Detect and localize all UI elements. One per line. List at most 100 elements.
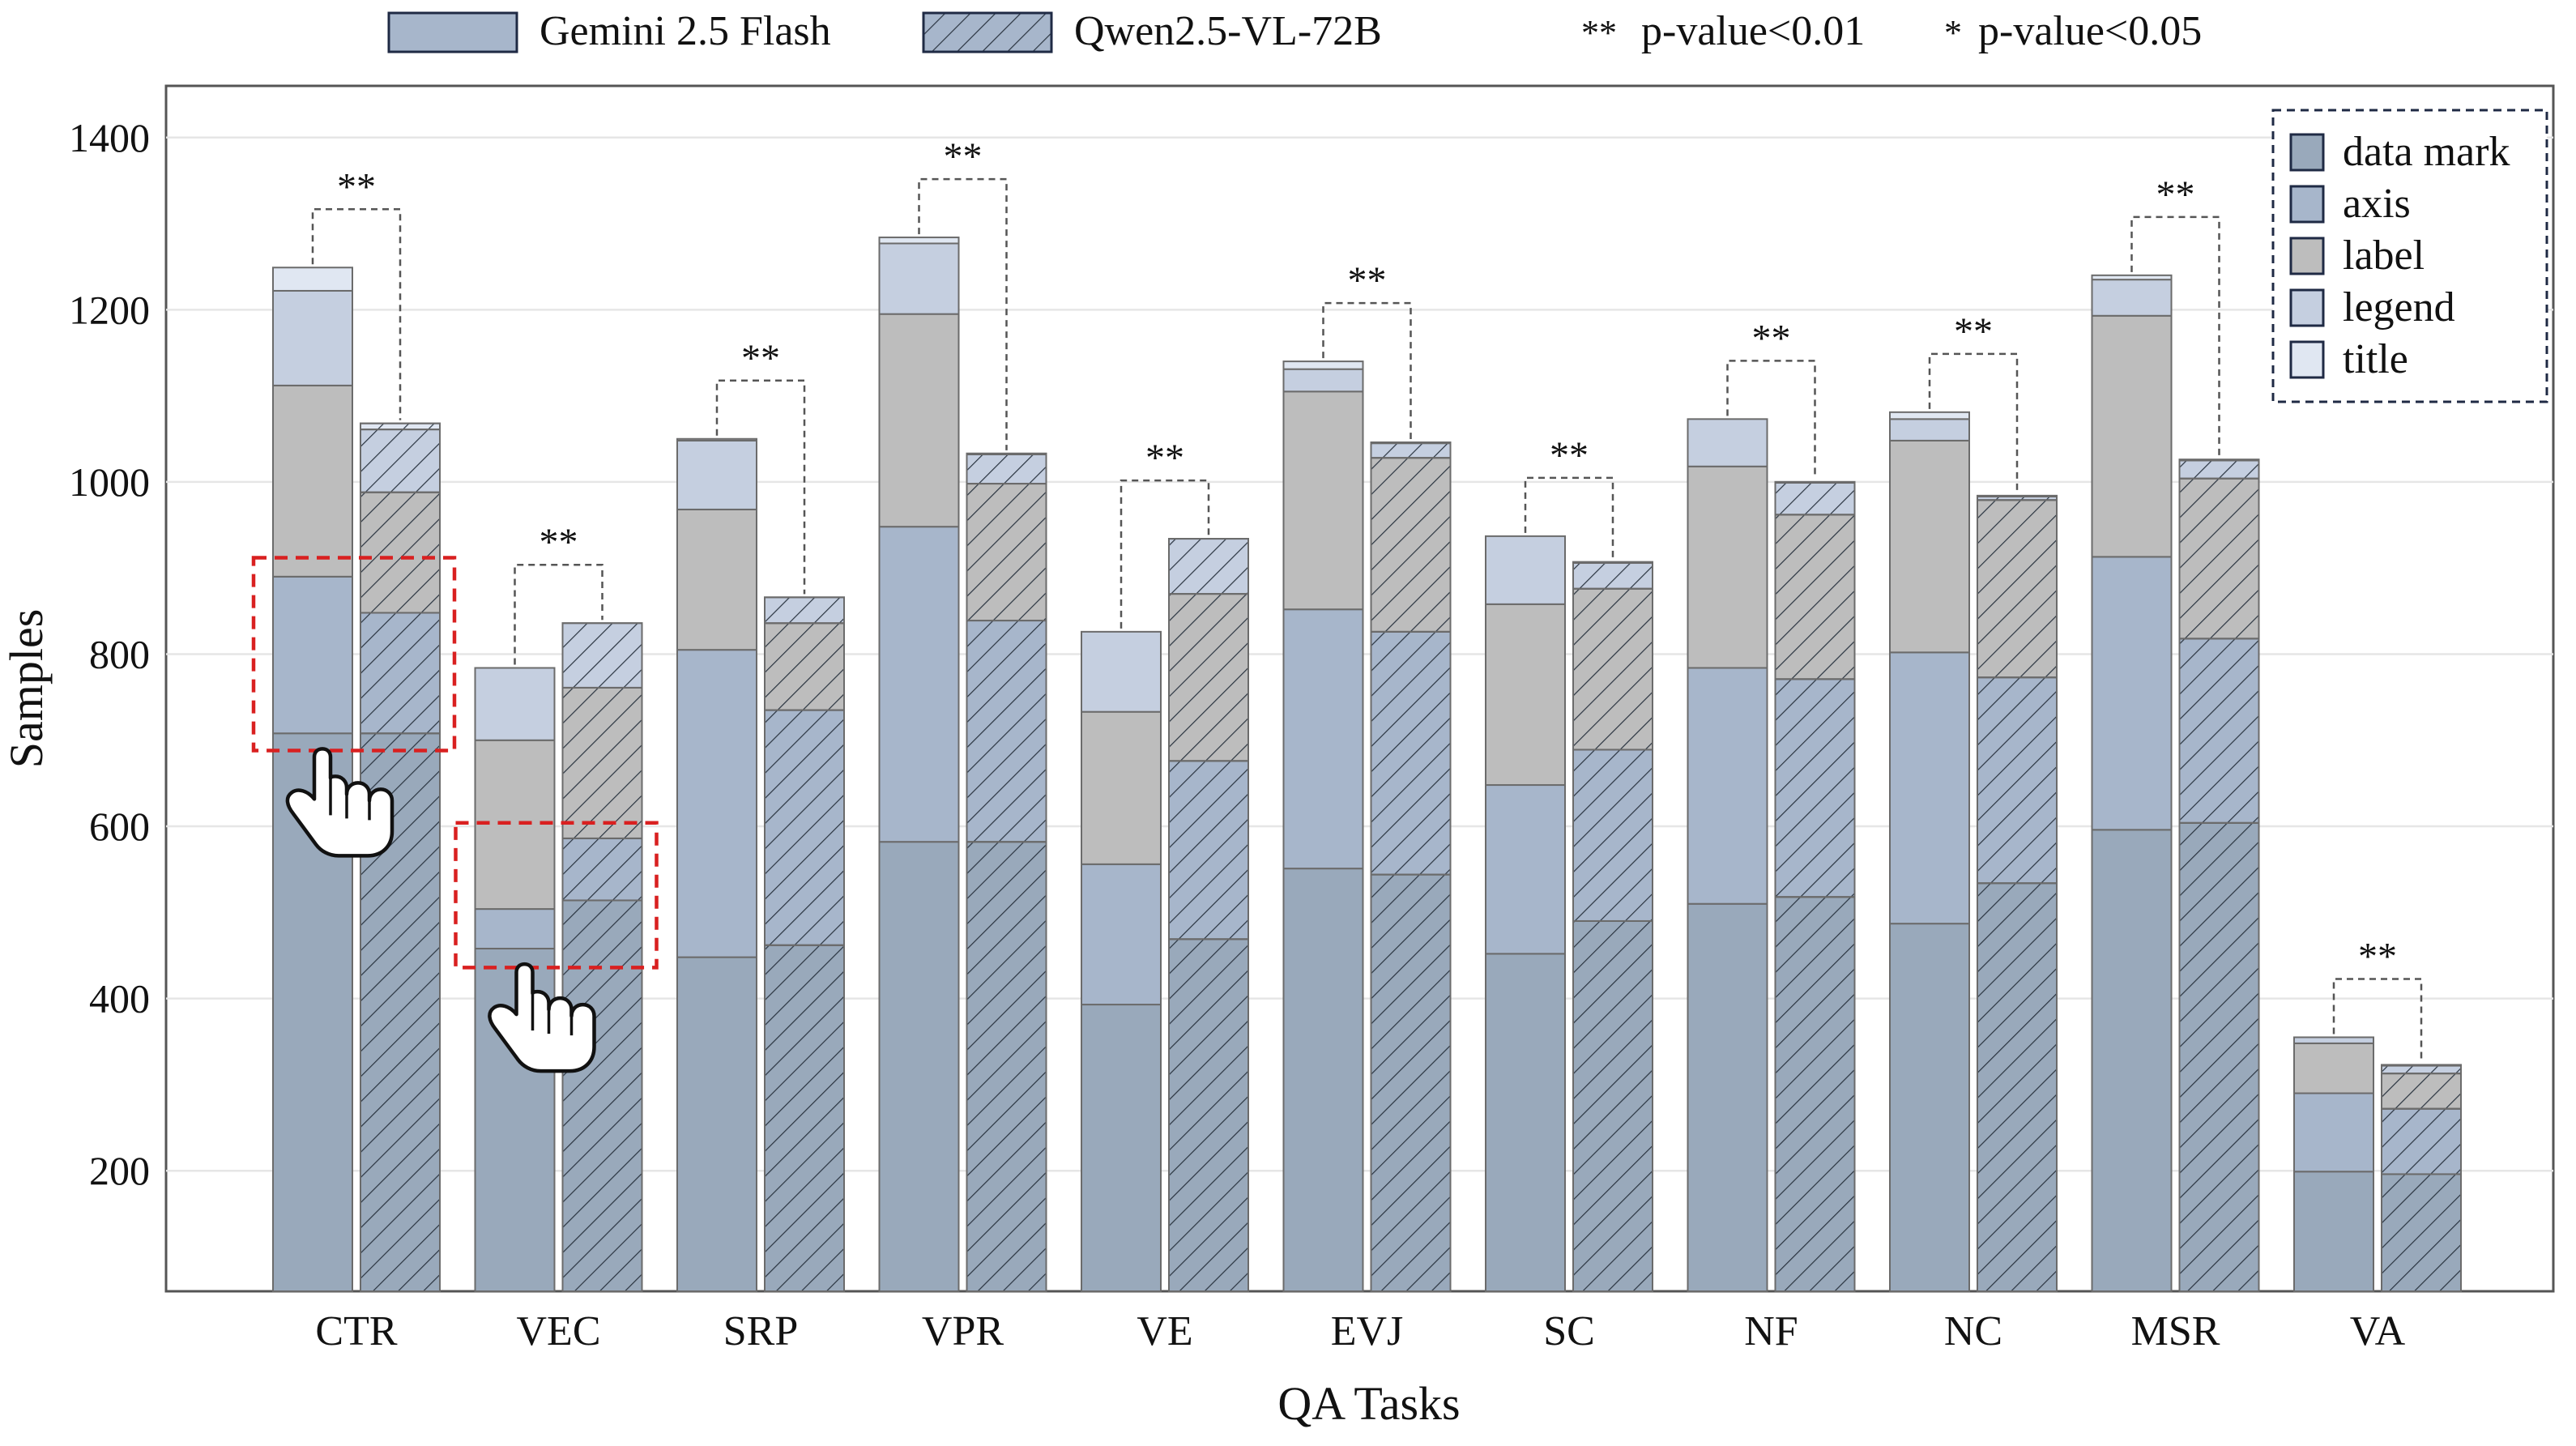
hatch-nf-label bbox=[1774, 514, 1856, 680]
significance-bracket-sc bbox=[1524, 476, 1614, 559]
bar-evj-gemini-2-5-flash-label bbox=[1282, 390, 1364, 611]
hatch-srp-axis bbox=[764, 709, 845, 946]
hatch-nf-legend bbox=[1774, 481, 1856, 516]
hatch-va-label bbox=[2381, 1073, 2462, 1110]
bar-ve-gemini-2-5-flash-data-mark bbox=[1081, 1004, 1162, 1293]
legend-label-title: title bbox=[2343, 336, 2408, 382]
hatch-nf-axis bbox=[1774, 678, 1856, 898]
x-tick-label-ve: VE bbox=[1137, 1308, 1192, 1354]
x-tick-label-va: VA bbox=[2350, 1308, 2406, 1354]
x-tick-label-msr: MSR bbox=[2131, 1308, 2220, 1354]
bar-msr-gemini-2-5-flash-legend bbox=[2091, 279, 2173, 317]
bar-vpr-gemini-2-5-flash-label bbox=[878, 313, 960, 528]
significance-mark-vec: ** bbox=[540, 521, 578, 564]
significance-mark-ctr: ** bbox=[337, 165, 376, 208]
y-axis-label: Samples bbox=[0, 609, 53, 769]
significance-bracket-msr bbox=[2130, 215, 2220, 457]
significance-mark-nf: ** bbox=[1752, 317, 1791, 360]
hatch-srp-legend bbox=[764, 596, 845, 625]
legend-sig-symbol-0: ** bbox=[1581, 13, 1617, 53]
legend-swatch-gemini-2-5-flash bbox=[387, 11, 518, 53]
bar-nf-gemini-2-5-flash-data-mark bbox=[1687, 902, 1768, 1292]
legend-label-qwen2-5-vl-72b: Qwen2.5-VL-72B bbox=[1074, 8, 1382, 54]
hatch-evj-legend bbox=[1370, 442, 1452, 459]
significance-bracket-nf bbox=[1726, 360, 1816, 479]
y-tick-label-1200: 1200 bbox=[69, 287, 150, 332]
bar-vpr-gemini-2-5-flash-title bbox=[878, 237, 960, 245]
bar-vec-gemini-2-5-flash-axis bbox=[474, 908, 556, 949]
bar-nc-gemini-2-5-flash-label bbox=[1889, 439, 1970, 654]
hatch-nc-label bbox=[1977, 499, 2058, 679]
hatch-ctr-label bbox=[360, 491, 441, 614]
hand-pointer-icon bbox=[285, 747, 395, 858]
hatch-sc-legend bbox=[1572, 561, 1653, 590]
hatch-srp-data-mark bbox=[764, 944, 845, 1293]
y-tick-label-600: 600 bbox=[89, 804, 150, 849]
bar-ve-gemini-2-5-flash-legend bbox=[1081, 630, 1162, 713]
bar-msr-gemini-2-5-flash-label bbox=[2091, 314, 2173, 558]
hatch-msr-data-mark bbox=[2178, 821, 2260, 1292]
bar-sc-gemini-2-5-flash-data-mark bbox=[1485, 953, 1566, 1292]
bar-sc-gemini-2-5-flash-label bbox=[1485, 603, 1566, 787]
legend-swatch-label bbox=[2289, 237, 2325, 275]
significance-mark-sc: ** bbox=[1550, 434, 1589, 477]
significance-mark-nc: ** bbox=[1954, 310, 1993, 353]
bar-nf-gemini-2-5-flash-axis bbox=[1687, 667, 1768, 905]
x-tick-label-nf: NF bbox=[1744, 1308, 1798, 1354]
bar-nf-gemini-2-5-flash-legend bbox=[1687, 418, 1768, 467]
bar-vpr-gemini-2-5-flash-legend bbox=[878, 242, 960, 315]
hatch-nc-title bbox=[1977, 494, 2058, 497]
hatch-msr-legend bbox=[2178, 459, 2260, 480]
hatch-msr-label bbox=[2178, 477, 2260, 640]
hatch-evj-label bbox=[1370, 457, 1452, 633]
bar-evj-gemini-2-5-flash-title bbox=[1282, 360, 1364, 370]
y-axis-ticks: 200 400 600 800 1000 1200 1400 bbox=[69, 115, 150, 1193]
hatch-vec-axis bbox=[561, 837, 643, 902]
bar-srp-gemini-2-5-flash-legend bbox=[676, 439, 757, 510]
hatch-ctr-legend bbox=[360, 429, 441, 493]
hatch-evj-data-mark bbox=[1370, 873, 1452, 1292]
x-tick-label-vpr: VPR bbox=[922, 1308, 1004, 1354]
bar-msr-gemini-2-5-flash-data-mark bbox=[2091, 829, 2173, 1292]
significance-mark-evj: ** bbox=[1348, 259, 1387, 302]
bar-srp-gemini-2-5-flash-label bbox=[676, 508, 757, 651]
hatch-sc-title bbox=[1572, 561, 1653, 564]
hatch-evj-axis bbox=[1370, 630, 1452, 876]
annotations-layer bbox=[251, 556, 659, 1073]
significance-mark-vpr: ** bbox=[944, 135, 983, 178]
hatch-sc-data-mark bbox=[1572, 919, 1653, 1292]
hatch-vec-label bbox=[561, 686, 643, 839]
bar-nc-gemini-2-5-flash-data-mark bbox=[1889, 923, 1970, 1293]
hatch-ctr-title bbox=[360, 422, 441, 431]
hatch-va-axis bbox=[2381, 1107, 2462, 1175]
hatch-vpr-label bbox=[966, 483, 1047, 622]
legend-significance: ** p-value<0.01 * p-value<0.05 bbox=[1581, 8, 2202, 54]
significance-mark-ve: ** bbox=[1145, 437, 1184, 480]
legend-label-data-mark: data mark bbox=[2343, 129, 2510, 175]
significance-mark-va: ** bbox=[2358, 935, 2397, 978]
significance-bracket-srp bbox=[715, 379, 806, 595]
highlight-box-vec bbox=[454, 821, 659, 970]
highlight-box-ctr bbox=[251, 556, 457, 753]
bar-nc-gemini-2-5-flash-axis bbox=[1889, 651, 1970, 925]
hatch-va-title bbox=[2381, 1064, 2462, 1067]
x-tick-label-srp: SRP bbox=[723, 1308, 799, 1354]
hatch-ve-legend bbox=[1168, 538, 1249, 595]
significance-bracket-nc bbox=[1928, 352, 2019, 493]
hatch-srp-label bbox=[764, 622, 845, 711]
x-axis-label: QA Tasks bbox=[1277, 1377, 1460, 1430]
hatch-sc-label bbox=[1572, 587, 1653, 751]
bar-ctr-gemini-2-5-flash-label bbox=[272, 384, 353, 578]
y-tick-label-400: 400 bbox=[89, 976, 150, 1022]
bar-evj-gemini-2-5-flash-data-mark bbox=[1282, 868, 1364, 1292]
bar-nf-gemini-2-5-flash-label bbox=[1687, 465, 1768, 669]
significance-mark-msr: ** bbox=[2156, 173, 2195, 216]
hand-pointer-icon bbox=[488, 962, 596, 1073]
hatch-vpr-axis bbox=[966, 620, 1047, 843]
hatch-ctr-axis bbox=[360, 612, 441, 735]
x-tick-label-evj: EVJ bbox=[1331, 1308, 1404, 1354]
significance-bracket-vpr bbox=[918, 177, 1008, 450]
legend-label-axis: axis bbox=[2343, 181, 2411, 227]
